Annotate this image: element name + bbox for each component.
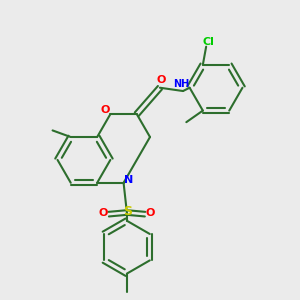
Text: O: O	[98, 208, 108, 218]
Text: O: O	[146, 208, 155, 218]
Text: Cl: Cl	[203, 37, 215, 47]
Text: NH: NH	[173, 80, 190, 89]
Text: O: O	[101, 105, 110, 115]
Text: O: O	[157, 76, 166, 85]
Text: S: S	[123, 205, 132, 218]
Text: N: N	[124, 175, 134, 185]
